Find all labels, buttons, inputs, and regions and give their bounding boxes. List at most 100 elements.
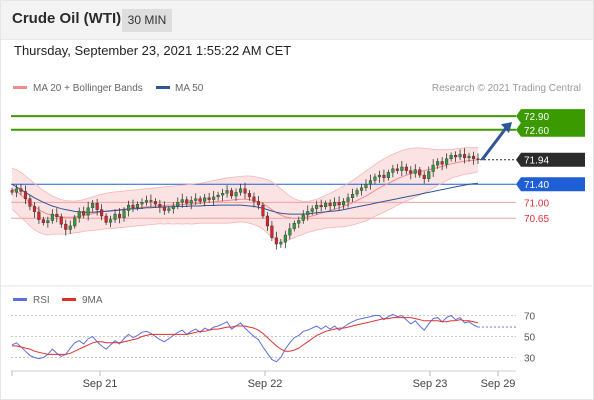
rsi-tick-label: 50 — [524, 333, 536, 344]
candle — [328, 199, 332, 211]
candle — [91, 199, 95, 212]
legend-label-ma20-bb: MA 20 + Bollinger Bands — [33, 83, 143, 94]
candle — [144, 195, 149, 206]
candle — [100, 204, 104, 221]
candle — [95, 198, 99, 216]
candle — [400, 160, 404, 177]
candle — [59, 213, 63, 228]
rsi-series-rsi — [11, 313, 479, 363]
candle — [283, 230, 287, 249]
level-label: 72.90 — [524, 112, 549, 123]
candle — [113, 209, 117, 223]
candle — [68, 220, 72, 234]
candle — [158, 199, 162, 213]
legend-swatch-ma20-bb — [13, 86, 27, 89]
candle — [86, 201, 90, 221]
candle — [274, 231, 278, 250]
candle — [64, 219, 68, 236]
candle — [346, 193, 350, 208]
candles — [10, 148, 480, 250]
price-level-labels: 72.90 72.60 71.94 71.40 71.00 70.65 — [516, 109, 585, 225]
candle — [198, 195, 202, 205]
datetime-label: Thursday, September 23, 2021 1:55:22 AM … — [14, 43, 292, 58]
candle — [234, 188, 238, 201]
candle — [427, 166, 431, 183]
candle — [82, 206, 86, 219]
candle — [171, 202, 175, 214]
candle — [351, 188, 355, 203]
candle — [404, 163, 408, 175]
candle — [122, 207, 126, 222]
price-legend: MA 20 + Bollinger Bands MA 50 Research ©… — [13, 83, 581, 94]
candle — [355, 187, 359, 197]
candle — [180, 193, 184, 208]
candle — [377, 170, 382, 183]
candle — [391, 164, 395, 178]
candle — [221, 188, 225, 202]
legend-swatch-9ma — [62, 298, 76, 301]
candle — [37, 206, 41, 224]
x-tick-label: Sep 29 — [481, 378, 516, 390]
candle — [238, 183, 243, 196]
candle — [333, 197, 337, 210]
candle — [279, 238, 283, 248]
candle — [28, 195, 32, 211]
candle — [252, 192, 256, 208]
candle — [207, 192, 211, 203]
candle — [436, 158, 440, 169]
candle — [297, 216, 301, 229]
timeframe-badge[interactable]: 30 MIN — [122, 9, 172, 32]
level-tag-last: 71.94 — [516, 152, 585, 167]
legend-swatch-rsi — [13, 298, 27, 301]
candle — [306, 205, 310, 221]
candle — [368, 174, 373, 190]
candle — [77, 207, 81, 223]
candle — [476, 153, 480, 165]
rsi-lines — [11, 313, 516, 363]
x-tick-label: Sep 21 — [83, 378, 118, 390]
forecast-arrow-shaft — [480, 127, 508, 161]
candle — [265, 212, 270, 231]
candle — [212, 190, 216, 206]
candle — [288, 223, 292, 240]
candle — [454, 151, 458, 162]
candle — [463, 148, 467, 164]
candle — [270, 221, 274, 241]
candle — [10, 187, 14, 196]
candle — [162, 201, 166, 215]
rsi-series-9ma — [12, 317, 479, 355]
candle — [243, 182, 247, 199]
instrument-title: Crude Oil (WTI) — [12, 10, 122, 27]
candle — [324, 200, 328, 210]
candle — [256, 195, 261, 210]
candle — [458, 149, 462, 161]
legend-label-9ma: 9MA — [82, 295, 103, 306]
level-label: 71.00 — [524, 198, 549, 209]
rsi-tick-label: 30 — [524, 354, 536, 365]
level-tag-resistance: 72.90 — [516, 109, 585, 124]
candle — [73, 215, 77, 229]
candle — [140, 198, 144, 210]
candle — [41, 216, 45, 226]
candle — [395, 163, 399, 174]
candle — [216, 191, 220, 201]
candle — [440, 157, 444, 171]
candle — [431, 159, 435, 177]
candle — [292, 220, 296, 232]
candle — [126, 200, 131, 217]
candle — [189, 196, 193, 210]
candle — [167, 205, 171, 214]
candle — [55, 208, 59, 223]
candle — [360, 184, 364, 196]
candle — [315, 200, 319, 215]
x-tick-label: Sep 22 — [248, 378, 283, 390]
candle — [247, 190, 252, 201]
candle — [373, 173, 377, 185]
candle — [409, 166, 413, 180]
candle — [185, 196, 189, 208]
level-label: 71.94 — [524, 156, 549, 167]
x-axis: Sep 21 Sep 22 Sep 23 Sep 29 — [11, 371, 516, 390]
level-label: 70.65 — [524, 214, 549, 225]
candle — [117, 208, 122, 224]
